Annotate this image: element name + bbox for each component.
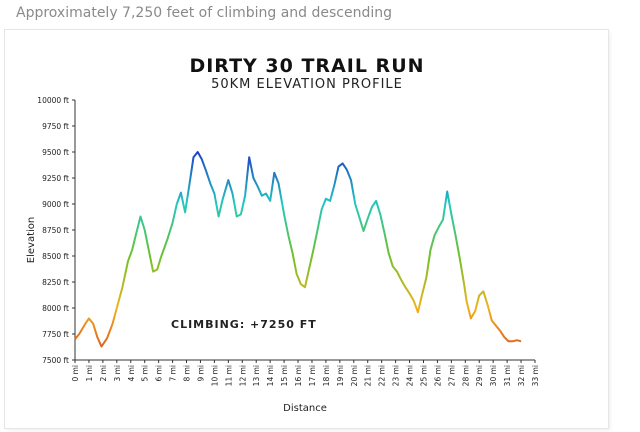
y-tick-label: 9000 ft — [42, 200, 69, 209]
x-axis-ticks: 0 mi 1 mi 2 mi 3 mi 4 mi 5 mi 6 mi 7 mi 8 mi 9 mi… — [71, 360, 540, 386]
x-tick-label: 33 mi — [531, 365, 540, 386]
climbing-annotation: CLIMBING: +7250 FT — [171, 318, 317, 331]
x-tick-label: 1 mi — [85, 365, 94, 382]
x-tick-label: 9 mi — [196, 365, 205, 382]
x-axis-label: Distance — [283, 403, 327, 414]
x-tick-label: 19 mi — [336, 365, 345, 386]
y-tick-label: 9750 ft — [42, 122, 69, 131]
x-tick-label: 24 mi — [406, 365, 415, 386]
y-tick-label: 8500 ft — [42, 252, 69, 261]
y-tick-label: 8750 ft — [42, 226, 69, 235]
x-tick-label: 32 mi — [517, 365, 526, 386]
y-tick-label: 8000 ft — [42, 304, 69, 313]
x-tick-label: 2 mi — [99, 365, 108, 382]
chart-title: DIRTY 30 TRAIL RUN — [189, 55, 424, 77]
x-tick-label: 7 mi — [169, 365, 178, 382]
x-tick-label: 17 mi — [308, 365, 317, 386]
x-tick-label: 13 mi — [252, 365, 261, 386]
y-axis-label: Elevation — [26, 217, 37, 263]
x-tick-label: 27 mi — [447, 365, 456, 386]
x-tick-label: 29 mi — [475, 365, 484, 386]
x-tick-label: 4 mi — [127, 365, 136, 382]
x-tick-label: 3 mi — [113, 365, 122, 382]
y-tick-label: 9500 ft — [42, 148, 69, 157]
y-tick-label: 10000 ft — [37, 96, 69, 105]
chart-subtitle: 50KM ELEVATION PROFILE — [211, 77, 403, 92]
x-tick-label: 16 mi — [294, 365, 303, 386]
y-axis-ticks: 7500 ft 7750 ft 8000 ft 8250 ft 8500 ft 8750 … — [37, 96, 75, 365]
x-tick-label: 6 mi — [155, 365, 164, 382]
y-tick-label: 8250 ft — [42, 278, 69, 287]
y-tick-label: 7500 ft — [42, 356, 69, 365]
x-tick-label: 18 mi — [322, 365, 331, 386]
y-tick-label: 9250 ft — [42, 174, 69, 183]
x-tick-label: 12 mi — [238, 365, 247, 386]
x-tick-label: 31 mi — [503, 365, 512, 386]
x-tick-label: 25 mi — [419, 365, 428, 386]
x-tick-label: 10 mi — [210, 365, 219, 386]
x-tick-label: 0 mi — [71, 365, 80, 382]
elevation-profile-line — [74, 151, 522, 348]
x-tick-label: 11 mi — [224, 365, 233, 386]
x-tick-label: 5 mi — [141, 365, 150, 382]
x-tick-label: 30 mi — [489, 365, 498, 386]
x-tick-label: 8 mi — [183, 365, 192, 382]
elevation-chart: DIRTY 30 TRAIL RUN 50KM ELEVATION PROFIL… — [26, 55, 540, 414]
caption-text: Approximately 7,250 feet of climbing and… — [16, 5, 393, 21]
x-tick-label: 22 mi — [378, 365, 387, 386]
x-tick-label: 23 mi — [392, 365, 401, 386]
y-tick-label: 7750 ft — [42, 330, 69, 339]
x-tick-label: 21 mi — [364, 365, 373, 386]
x-tick-label: 15 mi — [280, 365, 289, 386]
x-tick-label: 28 mi — [461, 365, 470, 386]
chart-card: DIRTY 30 TRAIL RUN 50KM ELEVATION PROFIL… — [5, 30, 608, 428]
x-tick-label: 26 mi — [433, 365, 442, 386]
x-tick-label: 14 mi — [266, 365, 275, 386]
x-tick-label: 20 mi — [350, 365, 359, 386]
